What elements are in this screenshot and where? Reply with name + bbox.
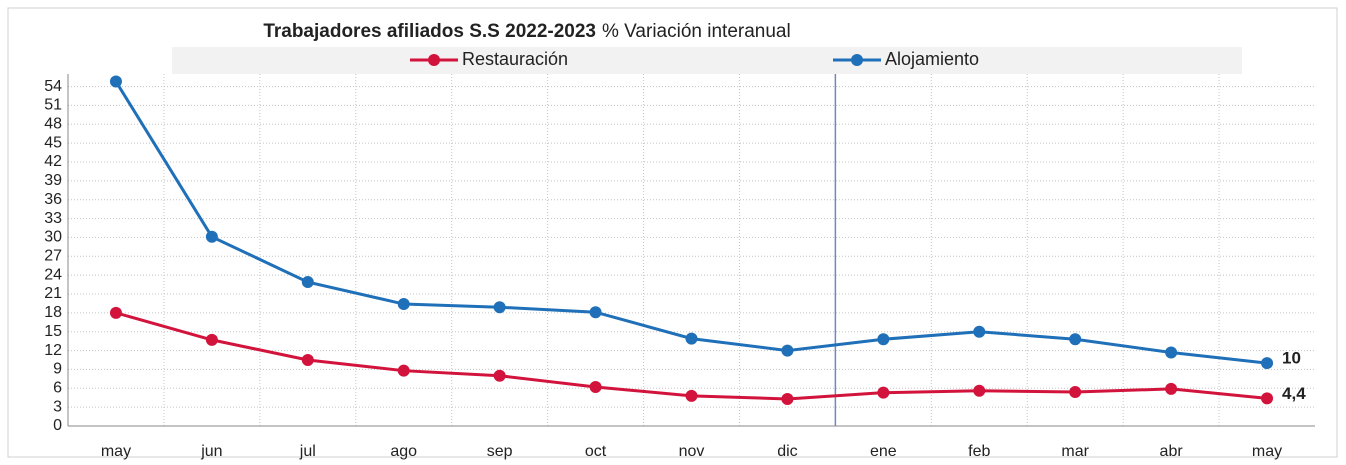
data-point xyxy=(1069,386,1082,399)
legend-marker xyxy=(851,54,863,66)
x-tick-label: oct xyxy=(585,443,607,460)
data-point xyxy=(973,384,986,397)
y-tick-label: 36 xyxy=(44,191,62,208)
x-tick-label: sep xyxy=(487,443,513,460)
data-point xyxy=(397,298,410,311)
y-tick-label: 51 xyxy=(44,97,62,114)
y-tick-label: 54 xyxy=(44,78,62,95)
x-tick-label: may xyxy=(1252,443,1282,460)
data-point xyxy=(109,75,122,88)
y-tick-label: 18 xyxy=(44,304,62,321)
data-point xyxy=(205,230,218,243)
data-point xyxy=(109,306,122,319)
y-tick-label: 45 xyxy=(44,134,62,151)
data-point xyxy=(781,392,794,405)
data-point xyxy=(877,386,890,399)
data-point xyxy=(589,381,602,394)
data-point xyxy=(1165,346,1178,359)
data-point xyxy=(1069,333,1082,346)
data-point xyxy=(493,301,506,314)
y-tick-label: 12 xyxy=(44,342,62,359)
y-tick-label: 30 xyxy=(44,229,62,246)
legend-marker xyxy=(428,54,440,66)
x-tick-label: may xyxy=(101,443,131,460)
y-tick-label: 33 xyxy=(44,210,62,227)
legend-label: Restauración xyxy=(462,49,568,69)
data-point xyxy=(493,369,506,382)
data-point xyxy=(1261,357,1274,370)
data-point xyxy=(205,333,218,346)
x-tick-label: mar xyxy=(1061,443,1089,460)
y-tick-label: 24 xyxy=(44,266,62,283)
x-tick-label: feb xyxy=(968,443,990,460)
chart-subtitle: % Variación interanual xyxy=(602,21,791,42)
y-tick-label: 21 xyxy=(44,285,62,302)
y-tick-label: 6 xyxy=(53,380,62,397)
x-tick-label: jul xyxy=(299,443,316,460)
data-point xyxy=(1165,382,1178,395)
chart-frame xyxy=(7,7,1338,458)
y-tick-label: 0 xyxy=(53,417,62,434)
y-tick-label: 42 xyxy=(44,153,62,170)
data-point xyxy=(685,332,698,345)
y-tick-label: 48 xyxy=(44,116,62,133)
legend-label: Alojamiento xyxy=(885,49,979,69)
data-point xyxy=(1261,392,1274,405)
x-tick-label: jun xyxy=(200,443,222,460)
x-tick-label: ago xyxy=(390,443,417,460)
y-tick-label: 3 xyxy=(53,398,62,415)
data-label: 10 xyxy=(1282,349,1301,368)
data-point xyxy=(301,276,314,289)
data-point xyxy=(397,364,410,377)
legend-band xyxy=(172,47,1242,74)
data-point xyxy=(877,333,890,346)
x-tick-label: dic xyxy=(777,443,797,460)
data-point xyxy=(685,389,698,402)
y-tick-label: 15 xyxy=(44,323,62,340)
data-point xyxy=(781,344,794,357)
y-tick-label: 39 xyxy=(44,172,62,189)
chart-title: Trabajadores afiliados S.S 2022-2023 xyxy=(263,21,596,42)
y-tick-label: 27 xyxy=(44,248,62,265)
data-point xyxy=(973,325,986,338)
x-tick-label: ene xyxy=(870,443,897,460)
x-tick-label: abr xyxy=(1160,443,1184,460)
data-point xyxy=(301,354,314,366)
x-tick-label: nov xyxy=(679,443,705,460)
data-point xyxy=(589,306,602,319)
y-tick-label: 9 xyxy=(53,361,62,378)
data-label: 4,4 xyxy=(1282,384,1306,403)
